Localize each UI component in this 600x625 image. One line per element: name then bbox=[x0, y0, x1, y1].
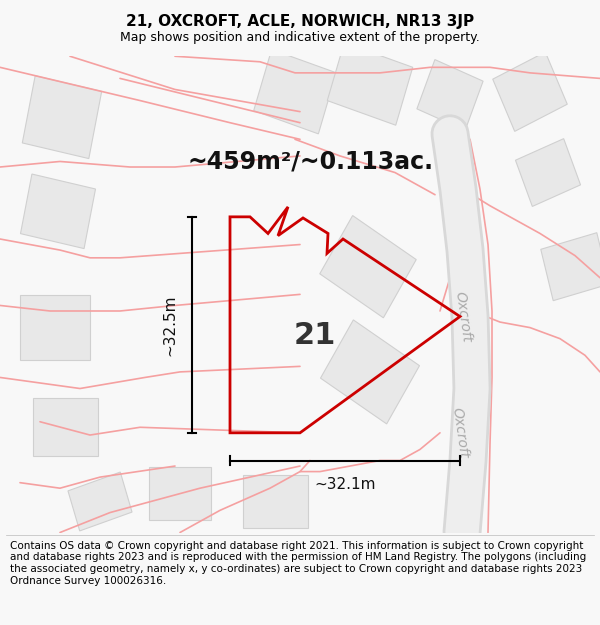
Text: Oxcroft: Oxcroft bbox=[452, 290, 473, 343]
Bar bbox=[22, 76, 102, 159]
Bar bbox=[20, 296, 90, 360]
Bar bbox=[541, 232, 600, 301]
Text: Map shows position and indicative extent of the property.: Map shows position and indicative extent… bbox=[120, 31, 480, 44]
Text: Oxcroft: Oxcroft bbox=[449, 406, 470, 459]
Bar bbox=[242, 475, 308, 528]
Text: Contains OS data © Crown copyright and database right 2021. This information is : Contains OS data © Crown copyright and d… bbox=[10, 541, 586, 586]
Bar bbox=[320, 320, 419, 424]
Bar bbox=[68, 472, 132, 531]
Bar bbox=[149, 467, 211, 521]
Bar bbox=[493, 52, 567, 131]
Text: ~32.1m: ~32.1m bbox=[314, 478, 376, 492]
Text: ~32.5m: ~32.5m bbox=[163, 294, 178, 356]
Bar bbox=[327, 42, 413, 125]
Bar bbox=[320, 216, 416, 318]
Bar bbox=[20, 174, 95, 249]
Bar bbox=[417, 59, 483, 131]
Text: ~459m²/~0.113ac.: ~459m²/~0.113ac. bbox=[187, 149, 433, 174]
Text: 21, OXCROFT, ACLE, NORWICH, NR13 3JP: 21, OXCROFT, ACLE, NORWICH, NR13 3JP bbox=[126, 14, 474, 29]
Bar bbox=[254, 49, 336, 134]
Bar bbox=[32, 399, 97, 456]
Bar bbox=[515, 139, 581, 206]
Text: 21: 21 bbox=[294, 321, 336, 350]
